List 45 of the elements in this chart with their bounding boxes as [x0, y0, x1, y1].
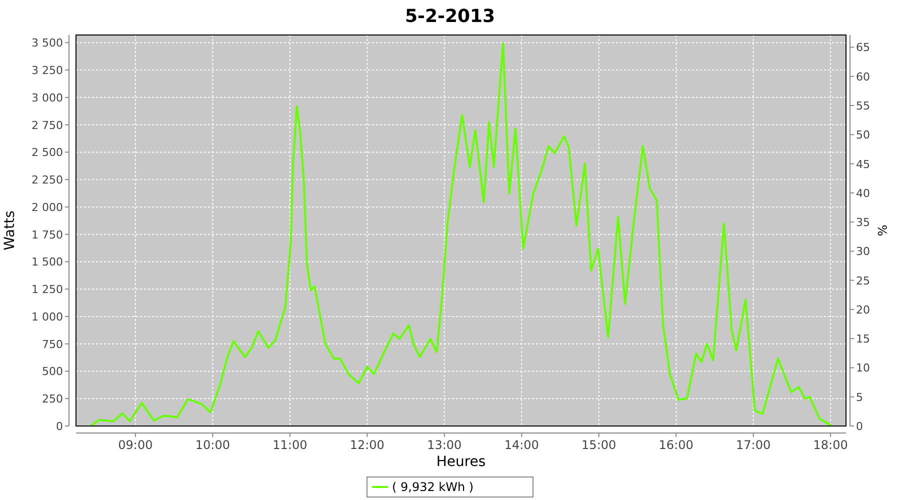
x-tick-label: 15:00	[582, 438, 616, 452]
x-tick-label: 17:00	[736, 438, 771, 452]
y2-tick-label: 65	[856, 41, 870, 54]
legend-label: ( 9,932 kWh )	[392, 480, 474, 494]
y2-tick-label: 15	[856, 332, 870, 346]
y-tick-label: 500	[42, 365, 63, 378]
y2-tick-label: 40	[856, 186, 870, 200]
y-tick-label: 2 000	[32, 200, 63, 214]
y-tick-label: 3 250	[32, 64, 63, 78]
y2-tick-label: 45	[856, 158, 870, 171]
y-tick-label: 3 500	[32, 36, 63, 50]
y-tick-label: 1 750	[32, 228, 63, 242]
x-axis-title: Heures	[436, 454, 486, 470]
x-tick-label: 10:00	[195, 438, 230, 452]
y-tick-label: 1 000	[32, 310, 63, 324]
x-tick-label: 13:00	[427, 438, 462, 452]
y-tick-label: 1 500	[32, 256, 63, 269]
y-axis-title: Watts	[2, 210, 18, 250]
y-tick-label: 1 250	[32, 283, 63, 296]
x-tick-label: 11:00	[272, 438, 308, 452]
y-tick-label: 250	[42, 392, 63, 406]
y-tick-label: 0	[56, 420, 63, 433]
y-tick-label: 2 500	[32, 146, 63, 160]
line-series	[90, 42, 832, 426]
y-tick-label: 750	[42, 338, 63, 351]
y-tick-label: 3 000	[32, 91, 63, 104]
y-tick-label: 2 750	[32, 118, 63, 132]
y2-tick-label: 20	[856, 303, 870, 316]
x-tick-label: 14:00	[504, 438, 539, 452]
y2-tick-label: 25	[856, 274, 870, 288]
x-tick-label: 16:00	[658, 438, 694, 452]
y2-tick-label: 55	[856, 100, 870, 113]
chart-title: 5-2-2013	[404, 6, 496, 27]
y2-tick-label: 5	[856, 390, 863, 404]
y-tick-label: 2 250	[32, 174, 63, 187]
y2-tick-label: 0	[856, 420, 863, 433]
x-tick-label: 09:00	[118, 438, 153, 452]
y2-tick-label: 50	[856, 128, 870, 142]
x-tick-label: 12:00	[350, 438, 384, 452]
y2-tick-label: 60	[856, 70, 870, 84]
y2-tick-label: 35	[856, 216, 870, 230]
x-tick-label: 18:00	[813, 438, 848, 452]
y2-tick-label: 10	[856, 362, 870, 375]
y2-axis-title: %	[875, 224, 889, 236]
y2-tick-label: 30	[856, 245, 870, 258]
